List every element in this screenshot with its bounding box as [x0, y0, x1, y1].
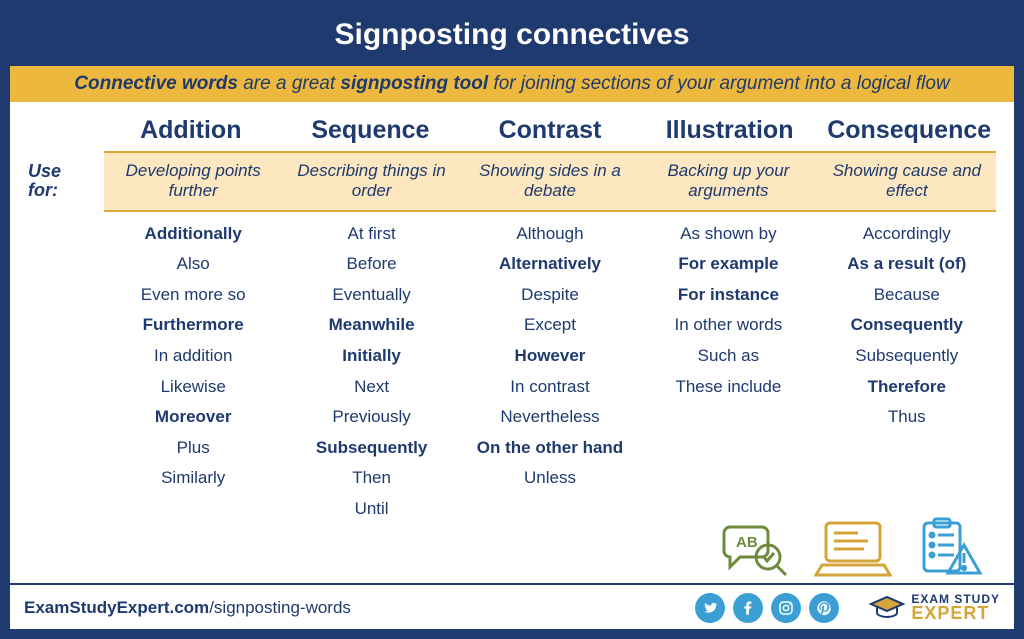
banner-text-2: for joining sections of your argument in… — [488, 73, 950, 94]
connective-word: Eventually — [332, 285, 410, 305]
column-header: Consequence — [822, 112, 996, 151]
decorative-icons: AB — [720, 517, 984, 581]
connective-word: Plus — [177, 438, 210, 458]
connective-word: Even more so — [141, 285, 246, 305]
facebook-icon[interactable] — [733, 593, 763, 623]
connective-word: At first — [348, 224, 396, 244]
connective-word: Except — [524, 315, 576, 335]
connective-word: Similarly — [161, 468, 225, 488]
url-domain: ExamStudyExpert.com — [24, 598, 209, 617]
logo-line-2: EXPERT — [911, 605, 1000, 622]
column-header: Contrast — [463, 112, 637, 151]
connective-word: In contrast — [510, 377, 589, 397]
banner-bold-2: signposting tool — [340, 73, 488, 94]
connective-word: As shown by — [680, 224, 776, 244]
connective-word: Meanwhile — [329, 315, 415, 335]
connective-word: Until — [355, 499, 389, 519]
laptop-icon — [814, 519, 892, 581]
connective-word: Consequently — [851, 315, 963, 335]
connective-word: For instance — [678, 285, 779, 305]
connective-word: Subsequently — [316, 438, 427, 458]
banner-text-1: are a great — [238, 73, 340, 94]
footer-url: ExamStudyExpert.com/signposting-words — [24, 598, 351, 618]
social-icons — [695, 593, 839, 623]
column-header: Sequence — [284, 112, 458, 151]
connective-word: Such as — [698, 346, 759, 366]
connective-word: For example — [678, 254, 778, 274]
clipboard-alert-icon — [914, 517, 984, 581]
banner-bold-1: Connective words — [74, 73, 238, 94]
inner-panel: Connective words are a great signposting… — [10, 66, 1014, 629]
connective-word: Additionally — [145, 224, 242, 244]
use-for-label: Use for: — [28, 151, 98, 212]
column-header: Illustration — [643, 112, 817, 151]
pinterest-icon[interactable] — [809, 593, 839, 623]
usage-row: Developing points further Describing thi… — [104, 151, 996, 212]
word-column: Although Alternatively Despite Except Howeve… — [461, 224, 639, 577]
connective-word: On the other hand — [477, 438, 623, 458]
connective-word: Before — [347, 254, 397, 274]
usage-cell: Showing cause and effect — [818, 153, 996, 210]
connective-word: These include — [675, 377, 781, 397]
usage-cell: Backing up your arguments — [639, 153, 817, 210]
connective-word: Likewise — [161, 377, 226, 397]
connective-word: Therefore — [868, 377, 946, 397]
connective-word: Because — [874, 285, 940, 305]
url-path: /signposting-words — [209, 598, 351, 617]
column-header: Addition — [104, 112, 278, 151]
connective-word: Furthermore — [143, 315, 244, 335]
infographic-card: Signposting connectives Connective words… — [0, 0, 1024, 639]
connective-word: Subsequently — [855, 346, 958, 366]
grad-cap-icon — [869, 595, 905, 621]
connective-word: However — [515, 346, 586, 366]
speech-search-icon: AB — [720, 521, 792, 581]
content-grid: Use for: Addition Sequence Contrast Illu… — [10, 102, 1014, 583]
connective-word: As a result (of) — [847, 254, 966, 274]
connective-word: In addition — [154, 346, 232, 366]
usage-cell: Developing points further — [104, 153, 282, 210]
main-title: Signposting connectives — [10, 10, 1014, 66]
word-column: Additionally Also Even more so Furthermore I… — [104, 224, 282, 577]
logo-text: EXAM STUDY EXPERT — [911, 594, 1000, 622]
usage-cell: Showing sides in a debate — [461, 153, 639, 210]
twitter-icon[interactable] — [695, 593, 725, 623]
connective-word: Then — [352, 468, 391, 488]
footer: ExamStudyExpert.com/signposting-words — [10, 583, 1014, 629]
connective-word: Moreover — [155, 407, 232, 427]
connective-word: Alternatively — [499, 254, 601, 274]
connective-word: Accordingly — [863, 224, 951, 244]
subtitle-banner: Connective words are a great signposting… — [10, 66, 1014, 102]
usage-cell: Describing things in order — [282, 153, 460, 210]
svg-text:AB: AB — [736, 534, 758, 551]
connective-word: Unless — [524, 468, 576, 488]
connective-word: Next — [354, 377, 389, 397]
brand-logo: EXAM STUDY EXPERT — [869, 594, 1000, 622]
connective-word: In other words — [675, 315, 783, 335]
connective-word: Nevertheless — [500, 407, 599, 427]
connective-word: Also — [177, 254, 210, 274]
connective-word: Thus — [888, 407, 926, 427]
instagram-icon[interactable] — [771, 593, 801, 623]
connective-word: Previously — [332, 407, 410, 427]
connective-word: Initially — [342, 346, 401, 366]
connective-word: Despite — [521, 285, 579, 305]
connective-word: Although — [516, 224, 583, 244]
word-column: At first Before Eventually Meanwhile Initial… — [282, 224, 460, 577]
